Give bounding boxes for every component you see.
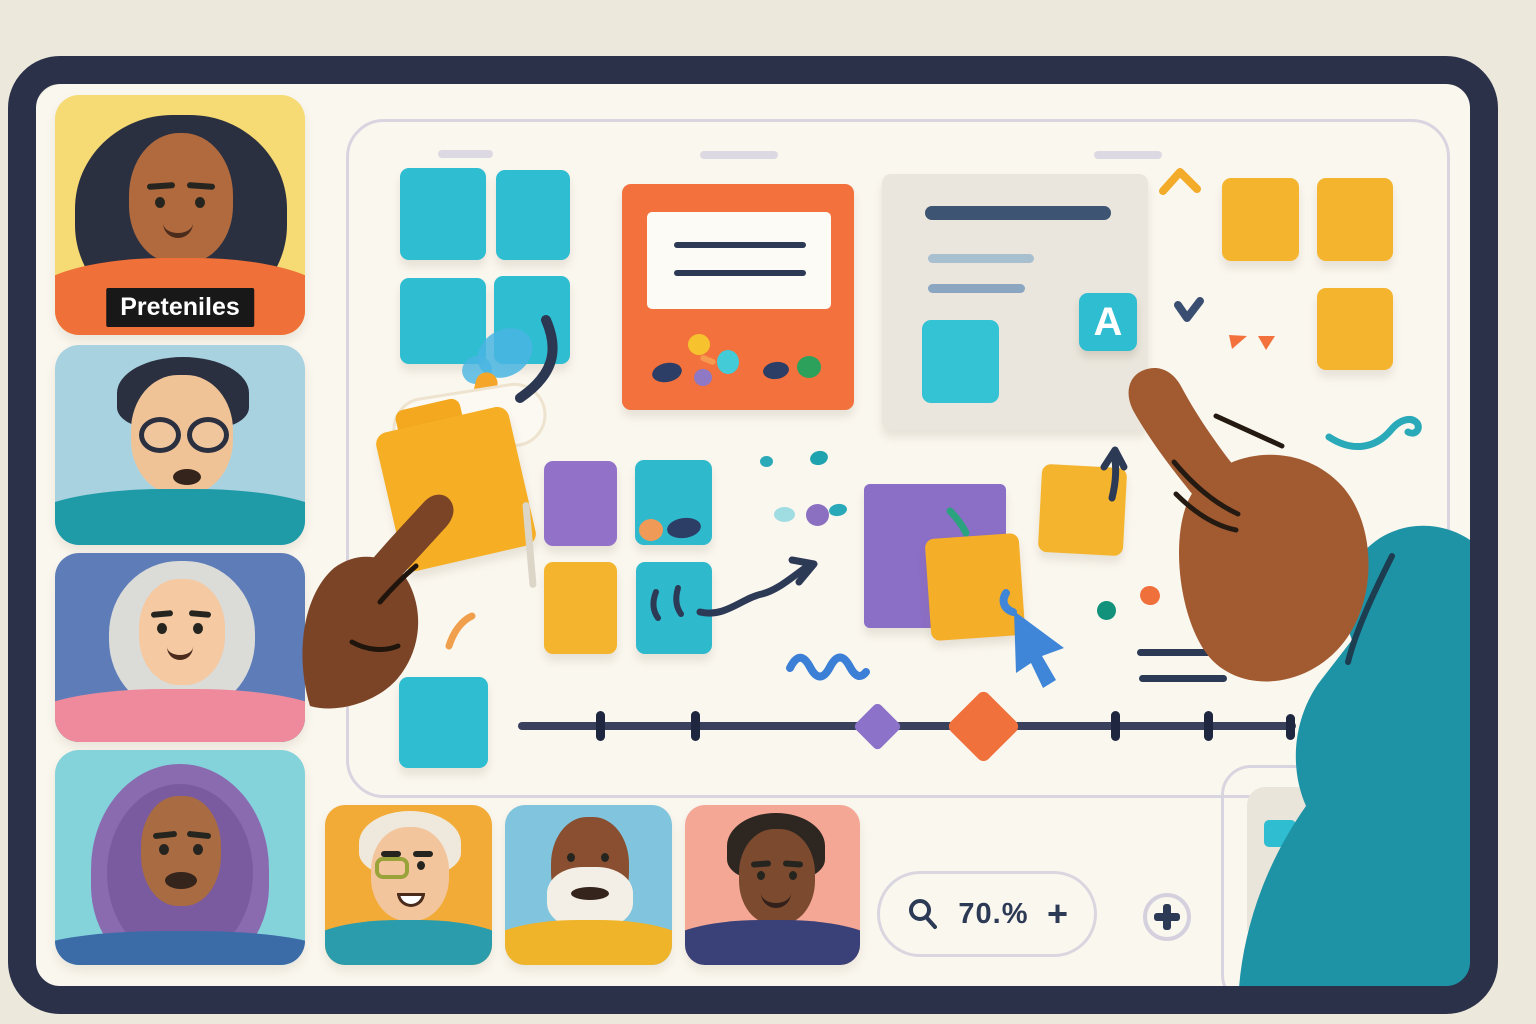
minimap-shape-teal — [1264, 820, 1296, 847]
minimap-shape-teal — [1334, 889, 1397, 918]
eye — [193, 844, 203, 855]
face — [141, 796, 221, 906]
timeline-tick — [1204, 711, 1213, 741]
title-bar-line — [925, 206, 1111, 220]
sticky-note-purple[interactable] — [544, 461, 617, 546]
eye — [157, 623, 167, 634]
minimap[interactable] — [1247, 787, 1445, 945]
mouth — [761, 893, 791, 908]
shirt — [505, 920, 672, 965]
sticky-note-yellow[interactable] — [1222, 178, 1299, 261]
participant-tile-5[interactable] — [325, 805, 492, 965]
whiteboard-canvas[interactable] — [346, 119, 1450, 798]
sticky-note-teal[interactable] — [400, 168, 486, 260]
participant-name-label: Preteniles — [106, 288, 254, 327]
text-line — [928, 254, 1034, 263]
participant-tile-7[interactable] — [685, 805, 860, 965]
card-orange-text-area — [647, 212, 831, 309]
eyebrow — [381, 851, 401, 857]
eye — [789, 871, 797, 880]
eye — [417, 861, 425, 870]
text-line — [674, 242, 806, 248]
sticky-note-yellow[interactable] — [544, 562, 617, 654]
palette-dot-teal — [717, 350, 739, 374]
participant-tile-2[interactable] — [55, 345, 305, 545]
sticker-dot-orange — [639, 519, 663, 541]
mouth — [571, 887, 609, 900]
shirt — [325, 920, 492, 965]
image-placeholder-teal — [922, 320, 999, 403]
text-line — [674, 270, 806, 276]
zoom-in-button[interactable]: + — [1046, 893, 1068, 934]
participant-tile-3[interactable] — [55, 553, 305, 742]
cursor-mode-button[interactable] — [1143, 893, 1191, 941]
eye — [757, 871, 765, 880]
sticky-note-yellow[interactable] — [1037, 463, 1128, 557]
mouth — [165, 872, 197, 889]
shirt — [55, 689, 305, 742]
sticky-note-teal[interactable] — [636, 562, 712, 654]
text-tool-tile[interactable]: A — [1079, 293, 1137, 351]
text-line — [928, 284, 1025, 293]
shirt — [55, 489, 305, 545]
participant-tile-1[interactable]: Preteniles — [55, 95, 305, 335]
canvas-dot-lightteal — [774, 507, 795, 522]
glasses-icon — [187, 417, 229, 453]
eye — [193, 623, 203, 634]
eye — [567, 853, 575, 862]
face — [139, 579, 225, 685]
face — [739, 829, 815, 925]
canvas-dot-purple — [806, 504, 829, 526]
palette-dot-green — [797, 356, 821, 378]
timeline-tick — [596, 711, 605, 741]
timeline-tick — [1111, 711, 1120, 741]
minimap-shape-yellow — [1281, 858, 1317, 892]
eye — [195, 197, 205, 208]
mouth — [173, 469, 201, 485]
sticky-note-teal[interactable] — [496, 170, 570, 260]
sticky-note-yellow[interactable] — [1317, 178, 1393, 261]
sticky-note-yellow-overlap[interactable] — [924, 532, 1026, 642]
participant-tile-4[interactable] — [55, 750, 305, 965]
mouth — [167, 645, 193, 660]
glasses-icon — [375, 857, 409, 879]
zoom-control[interactable]: 70.% + — [877, 871, 1097, 957]
minimap-shape-teal — [1347, 801, 1423, 865]
face — [129, 133, 233, 263]
canvas-dot-green — [1097, 601, 1116, 620]
sticky-note-teal[interactable] — [400, 278, 486, 364]
text-line — [1137, 649, 1247, 656]
participant-tile-6[interactable] — [505, 805, 672, 965]
eye — [159, 844, 169, 855]
eyebrow — [413, 851, 433, 857]
magnifier-icon[interactable] — [906, 897, 940, 931]
letter-a-label: A — [1093, 299, 1123, 344]
timeline[interactable] — [518, 722, 1296, 730]
palette-dot-yellow — [688, 334, 710, 355]
sticky-note-teal[interactable] — [399, 677, 488, 768]
shirt — [685, 920, 860, 965]
eye — [155, 197, 165, 208]
mouth — [163, 223, 193, 238]
canvas-tab-dash — [438, 150, 493, 158]
canvas-tab-dash — [700, 151, 778, 159]
timeline-tick — [1286, 714, 1295, 740]
sticky-note-yellow[interactable] — [1317, 288, 1393, 370]
palette-dot-purple — [694, 369, 712, 386]
shirt — [55, 930, 305, 965]
plus-cursor-icon — [1154, 913, 1180, 921]
eye — [601, 853, 609, 862]
timeline-tick — [691, 711, 700, 741]
text-line — [1139, 675, 1227, 682]
zoom-level-value: 70.% — [958, 897, 1029, 930]
glasses-icon — [139, 417, 181, 453]
canvas-tab-dash — [1094, 151, 1162, 159]
canvas-dot-teal — [760, 456, 773, 467]
